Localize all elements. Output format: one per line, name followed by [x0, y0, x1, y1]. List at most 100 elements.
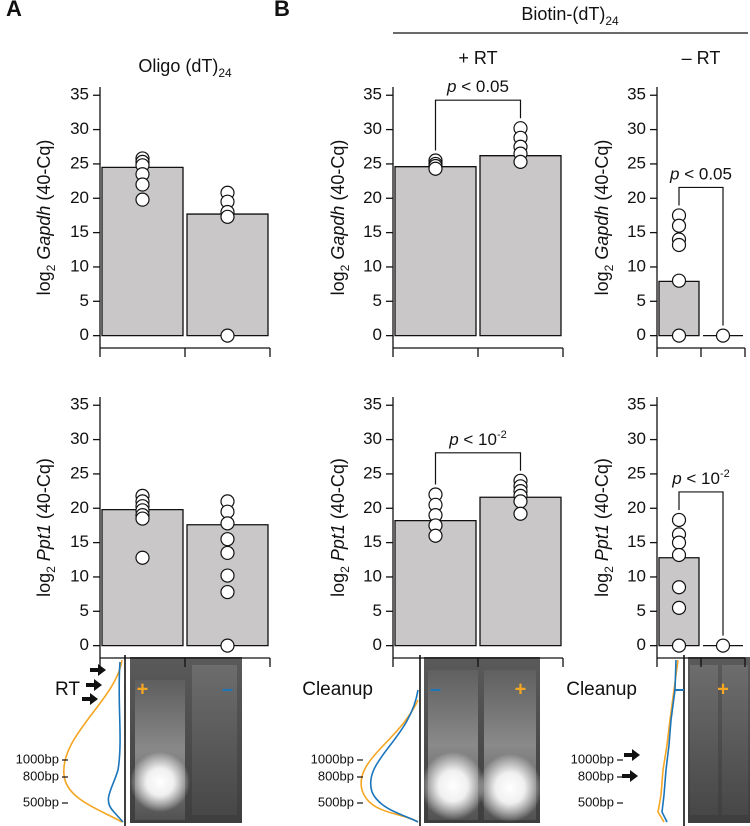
- y-label-gene: Ppt1: [34, 524, 54, 561]
- data-point: [220, 504, 235, 519]
- p-value-text: < 10: [459, 430, 497, 449]
- y-tick-label: 30: [627, 429, 646, 448]
- size-marker-label: 500bp: [23, 794, 59, 809]
- y-tick-label: 10: [627, 566, 646, 585]
- p-value-symbol: p: [446, 77, 456, 96]
- data-point: [671, 273, 687, 288]
- y-tick-label: 5: [637, 291, 646, 310]
- y-label-sub: 2: [602, 264, 616, 271]
- y-tick-label: 20: [363, 498, 382, 517]
- x-tick-label: +: [515, 678, 527, 700]
- y-tick-label: 20: [70, 498, 89, 517]
- panel-label: B: [274, 0, 290, 21]
- y-tick-label: 35: [363, 395, 382, 414]
- data-point: [428, 161, 443, 176]
- y-tick-label: 10: [627, 256, 646, 275]
- y-tick-label: 30: [363, 119, 382, 138]
- panel-label: A: [6, 0, 22, 21]
- p-value: p < 0.05: [446, 77, 509, 96]
- x-tick-label: +: [137, 678, 149, 700]
- bar: [101, 166, 184, 337]
- arrows: [82, 664, 640, 782]
- data-point: [220, 209, 235, 224]
- p-value-symbol: p: [671, 469, 681, 488]
- chart: 0 5 10 15 20 25 30 35 log2 Ppt1 (40-Cq) p < 10-2 Cl…: [566, 395, 746, 700]
- y-tick-label: 5: [637, 601, 646, 620]
- y-tick-label: 0: [80, 635, 89, 654]
- size-marker-label: 800bp: [578, 768, 614, 783]
- gel-markers: 1000bp 800bp 500bp: [16, 751, 68, 809]
- data-point: [220, 568, 235, 583]
- y-axis-label: log2 Ppt1 (40-Cq): [592, 458, 616, 597]
- y-tick-label: 15: [70, 532, 89, 551]
- y-tick-label: 0: [637, 325, 646, 344]
- y-tick-label: 15: [363, 532, 382, 551]
- y-label-suffix: (40-Cq): [34, 140, 54, 206]
- y-tick-label: 20: [363, 188, 382, 207]
- group-title-sub: 24: [605, 14, 619, 28]
- data-point: [220, 638, 235, 653]
- data-point: [671, 512, 687, 528]
- x-tick-label: –: [222, 678, 233, 700]
- y-tick-label: 35: [70, 395, 89, 414]
- significance-bracket: [678, 491, 724, 636]
- chart-title: + RT: [458, 48, 497, 68]
- chart-title: – RT: [682, 48, 721, 68]
- y-label-gene: Gapdh: [592, 206, 612, 260]
- y-tick-label: 0: [637, 635, 646, 654]
- y-label-gene: Ppt1: [592, 524, 612, 561]
- chart-title-text: + RT: [458, 48, 497, 68]
- size-marker-label: 1000bp: [571, 751, 614, 766]
- y-tick-label: 10: [363, 566, 382, 585]
- y-tick-label: 0: [373, 325, 382, 344]
- bar: [394, 166, 477, 337]
- x-tick-label: –: [430, 678, 441, 700]
- y-label-suffix: (40-Cq): [328, 140, 348, 206]
- y-tick-label: 20: [70, 188, 89, 207]
- y-tick-label: 25: [363, 153, 382, 172]
- data-point: [135, 550, 150, 565]
- chart: 0 5 10 15 20 25 30 35 log2 Ppt1 (40-Cq) RT + –: [34, 395, 271, 700]
- data-point: [715, 328, 731, 343]
- chart-title-text: – RT: [682, 48, 721, 68]
- bar: [394, 519, 477, 647]
- p-value: p < 0.05: [669, 164, 732, 183]
- y-axis-label: log2 Gapdh (40-Cq): [592, 140, 616, 296]
- y-tick-label: 30: [627, 119, 646, 138]
- y-label-gene: Ppt1: [328, 524, 348, 561]
- y-label-prefix: log: [328, 271, 348, 295]
- data-point: [220, 532, 235, 547]
- y-tick-label: 0: [80, 325, 89, 344]
- y-label-sub: 2: [44, 264, 58, 271]
- data-point: [135, 511, 150, 526]
- chart-title: Oligo (dT)24: [138, 56, 232, 80]
- y-label-gene: Gapdh: [34, 206, 54, 260]
- size-marker-label: 500bp: [318, 794, 354, 809]
- y-axis-label: log2 Gapdh (40-Cq): [34, 140, 58, 296]
- p-value-symbol: p: [448, 430, 458, 449]
- data-point: [220, 516, 235, 531]
- y-label-sub: 2: [338, 264, 352, 271]
- y-tick-label: 15: [363, 222, 382, 241]
- data-point: [513, 154, 528, 169]
- p-value-sup: -2: [497, 429, 507, 441]
- y-label-prefix: log: [592, 573, 612, 597]
- gel-image: [130, 657, 242, 823]
- y-label-sub: 2: [602, 566, 616, 573]
- y-label-suffix: (40-Cq): [328, 458, 348, 524]
- y-tick-label: 5: [373, 601, 382, 620]
- significance-bracket: [434, 452, 522, 485]
- data-point: [671, 638, 687, 653]
- chart-title-text: Oligo (dT): [138, 56, 218, 76]
- y-tick-label: 10: [70, 566, 89, 585]
- gel-image: [421, 657, 542, 823]
- data-point: [715, 638, 731, 653]
- x-axis-label: Cleanup: [302, 679, 373, 700]
- p-value-text: < 0.05: [680, 164, 732, 183]
- data-point: [513, 494, 528, 509]
- data-point: [135, 192, 150, 207]
- y-axis-label: log2 Ppt1 (40-Cq): [34, 458, 58, 597]
- size-marker-label: 800bp: [318, 768, 354, 783]
- bar: [186, 213, 269, 337]
